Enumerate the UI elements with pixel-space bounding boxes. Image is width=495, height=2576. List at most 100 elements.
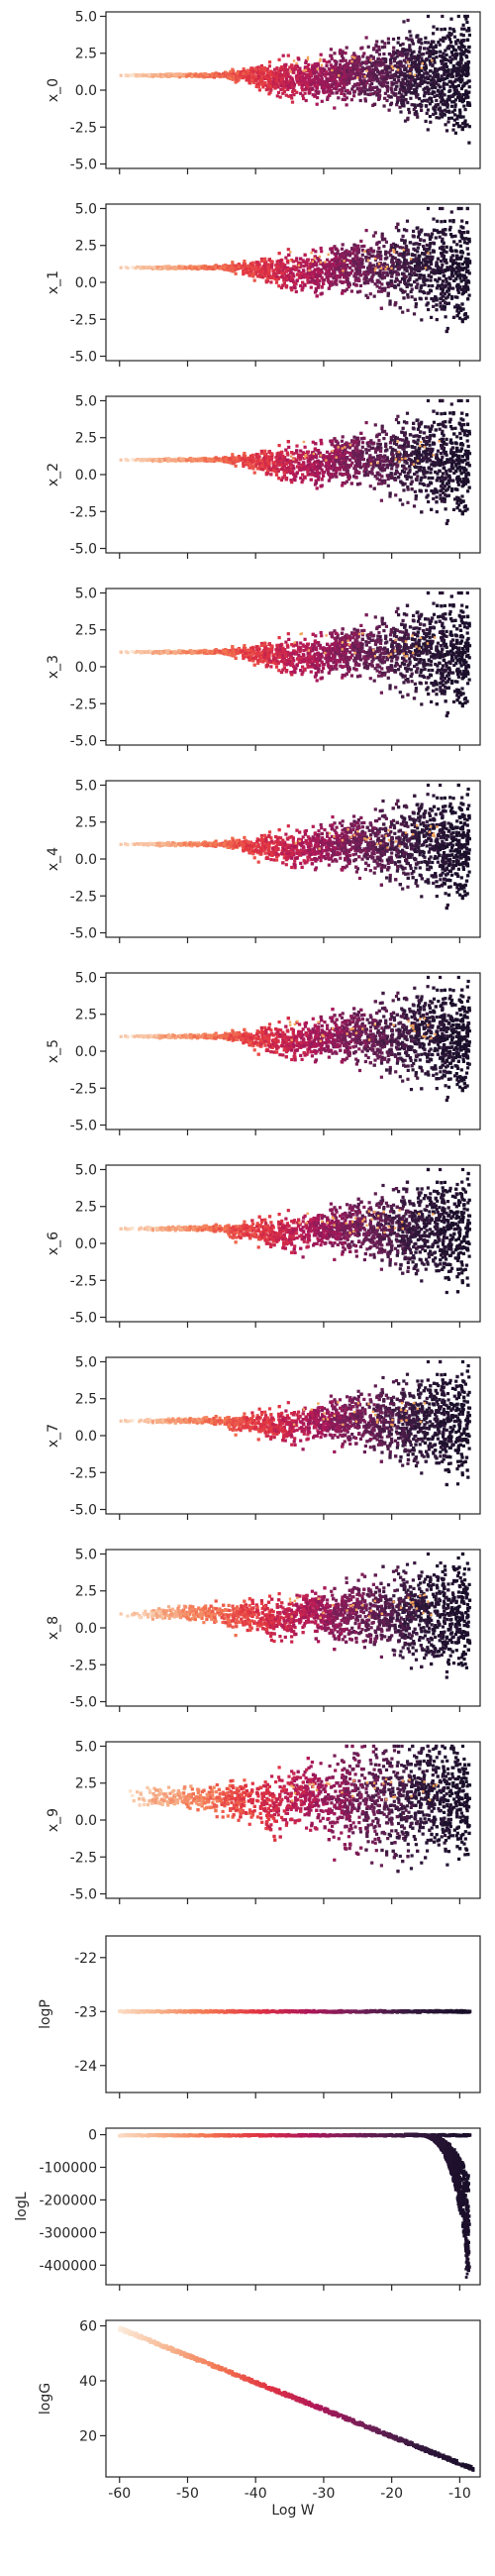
scatter-point [421,252,425,256]
scatter-point [377,48,381,52]
scatter-point [187,266,192,269]
scatter-point [294,67,298,71]
scatter-point [449,296,454,300]
scatter-point [377,53,381,56]
scatter-point [334,247,339,251]
scatter-point [460,219,464,223]
scatter-point [451,28,455,32]
scatter-point [385,87,389,91]
scatter-point [358,82,362,86]
scatter-point [267,267,271,270]
scatter-point [368,88,373,92]
scatter-point [278,76,282,80]
scatter-point [378,80,382,84]
scatter-point [306,280,310,284]
scatter-point [460,66,464,70]
scatter-point [465,64,470,69]
scatter-point [352,243,356,247]
scatter-point [290,100,295,104]
scatter-point [333,273,337,277]
scatter-point [298,66,302,70]
scatter-point [228,73,232,77]
scatter-point [443,100,447,104]
scatter-point [277,269,281,273]
scatter-point [425,268,429,271]
scatter-point [314,286,318,290]
scatter-point [444,49,447,53]
scatter-point [344,81,348,85]
scatter-point [265,71,270,75]
scatter-point [448,225,452,229]
scatter-point [368,69,372,73]
scatter-point [329,91,333,95]
scatter-point [304,98,308,103]
scatter-point [348,75,352,79]
scatter-point [331,282,335,286]
scatter-point [447,228,451,232]
scatter-point [467,271,471,275]
scatter-point [336,252,340,256]
scatter-point [424,263,428,267]
scatter-point [408,83,412,87]
scatter-point [446,120,450,124]
scatter-point [290,288,294,292]
scatter-point [416,74,420,78]
scatter-point [402,277,406,282]
scatter-point [356,272,360,276]
scatter-point [308,80,312,84]
scatter-point [312,80,316,84]
scatter-point [411,42,415,46]
scatter-point [373,258,378,262]
scatter-point [365,249,369,253]
scatter-point [260,71,264,75]
scatter-point [459,61,463,65]
scatter-point [367,270,372,274]
scatter-point [443,69,446,73]
scatter-point [466,79,470,83]
scatter-point [409,34,413,38]
scatter-point [290,259,294,263]
scatter-point [344,65,347,69]
scatter-point [439,301,443,305]
scatter-point [267,64,271,68]
scatter-point [360,245,364,249]
scatter-point [397,79,401,83]
scatter-point [131,266,135,269]
scatter-point [439,38,443,42]
scatter-point [177,72,181,76]
scatter-point [288,259,292,263]
scatter-point [460,302,464,306]
scatter-point [388,70,392,74]
scatter-point [406,48,410,52]
scatter-point [421,59,425,63]
scatter-point [341,97,345,101]
scatter-point [343,85,346,90]
scatter-point [404,92,408,96]
scatter-point [426,86,430,90]
scatter-point [460,44,464,48]
scatter-point [451,94,455,98]
scatter-point [376,265,380,269]
scatter-point [409,267,413,270]
scatter-point [371,56,375,60]
scatter-point [369,247,373,251]
scatter-point [409,73,413,77]
scatter-point [283,276,287,281]
scatter-point [380,40,384,44]
scatter-point [262,273,266,277]
scatter-point [438,276,442,280]
scatter-point [374,267,377,269]
scatter-point [393,303,397,307]
scatter-point [444,315,447,319]
scatter-point [430,235,434,239]
scatter-point [336,82,340,86]
scatter-point [465,221,469,225]
scatter-point [420,53,424,56]
scatter-point [439,286,443,290]
scatter-point [444,300,447,304]
scatter-point [426,98,430,102]
scatter-point [398,54,402,57]
scatter-point [352,274,356,278]
scatter-point [449,32,453,36]
scatter-point [428,247,432,251]
